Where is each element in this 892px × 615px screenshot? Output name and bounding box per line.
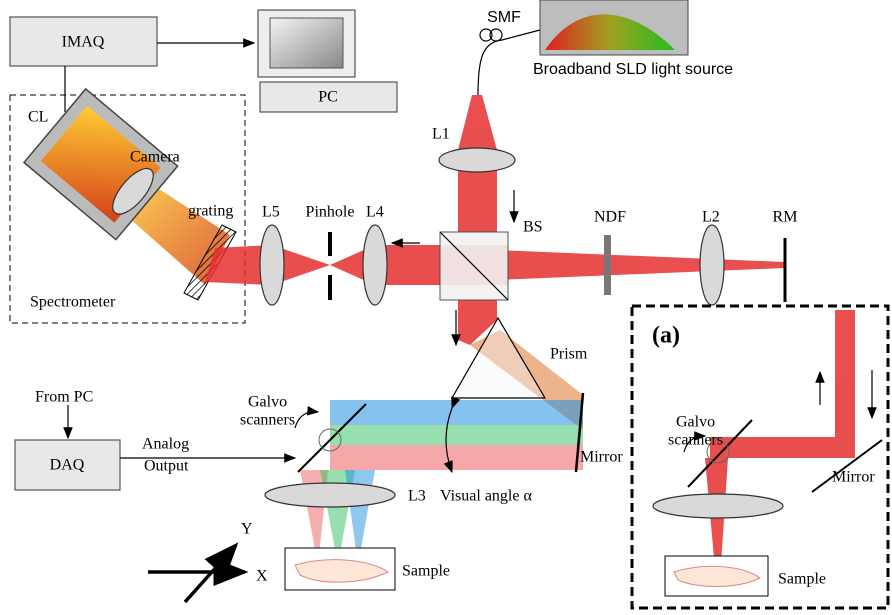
rotation-arrow xyxy=(295,412,318,428)
visual-angle-label: Visual angle α xyxy=(440,488,532,505)
screen xyxy=(270,18,343,68)
lens xyxy=(653,494,783,518)
bs-label: BS xyxy=(523,219,543,236)
dispersed-beam xyxy=(330,425,583,445)
lens xyxy=(439,148,515,172)
daq-label: DAQ xyxy=(50,457,85,474)
l5-label: L5 xyxy=(262,204,280,221)
lens xyxy=(260,225,284,305)
inset-galvo-label: Galvo xyxy=(676,414,715,431)
galvo-label: scanners xyxy=(240,412,295,429)
pinhole-label: Pinhole xyxy=(306,204,355,221)
inset-sample-label: Sample xyxy=(778,571,826,588)
grating-label: grating xyxy=(188,203,233,220)
fiber xyxy=(478,30,540,95)
inset-tag: (a) xyxy=(652,323,680,349)
inset-mirror-label: Mirror xyxy=(832,469,875,486)
mirror-label: Mirror xyxy=(580,449,623,466)
l2-label: L2 xyxy=(702,209,720,226)
lens xyxy=(363,225,387,305)
ndf-label: NDF xyxy=(594,209,626,226)
lens xyxy=(700,225,724,305)
axis-x-label: X xyxy=(256,568,268,585)
rm-label: RM xyxy=(773,209,798,226)
dispersed-beam xyxy=(330,400,583,425)
spectrometer-label: Spectrometer xyxy=(30,294,116,311)
dispersed-beam xyxy=(330,445,583,470)
inset-galvo-label: scanners xyxy=(668,432,723,449)
lens xyxy=(265,483,395,507)
analog-output-label: Analog xyxy=(142,436,189,453)
pinhole xyxy=(328,232,332,256)
pinhole xyxy=(328,275,332,300)
axis-y-label: Y xyxy=(241,521,253,538)
from-pc-label: From PC xyxy=(35,389,93,406)
cl-label: CL xyxy=(28,109,48,126)
source-label: Broadband SLD light source xyxy=(533,61,733,78)
l4-label: L4 xyxy=(366,204,384,221)
pc-label: PC xyxy=(318,89,338,106)
l3-label: L3 xyxy=(408,488,426,505)
prism-label: Prism xyxy=(550,346,588,363)
sample-label: Sample xyxy=(402,563,450,580)
camera-label: Camera xyxy=(130,149,180,166)
smf-label: SMF xyxy=(487,9,521,26)
galvo-label: Galvo xyxy=(248,394,287,411)
l1-label: L1 xyxy=(432,126,450,143)
ndf xyxy=(604,235,611,295)
analog-output-label: Output xyxy=(144,458,189,475)
imaq-label: IMAQ xyxy=(62,34,105,51)
diagram: IMAQ PC CL Camera grating Spectrometer S… xyxy=(0,0,892,615)
